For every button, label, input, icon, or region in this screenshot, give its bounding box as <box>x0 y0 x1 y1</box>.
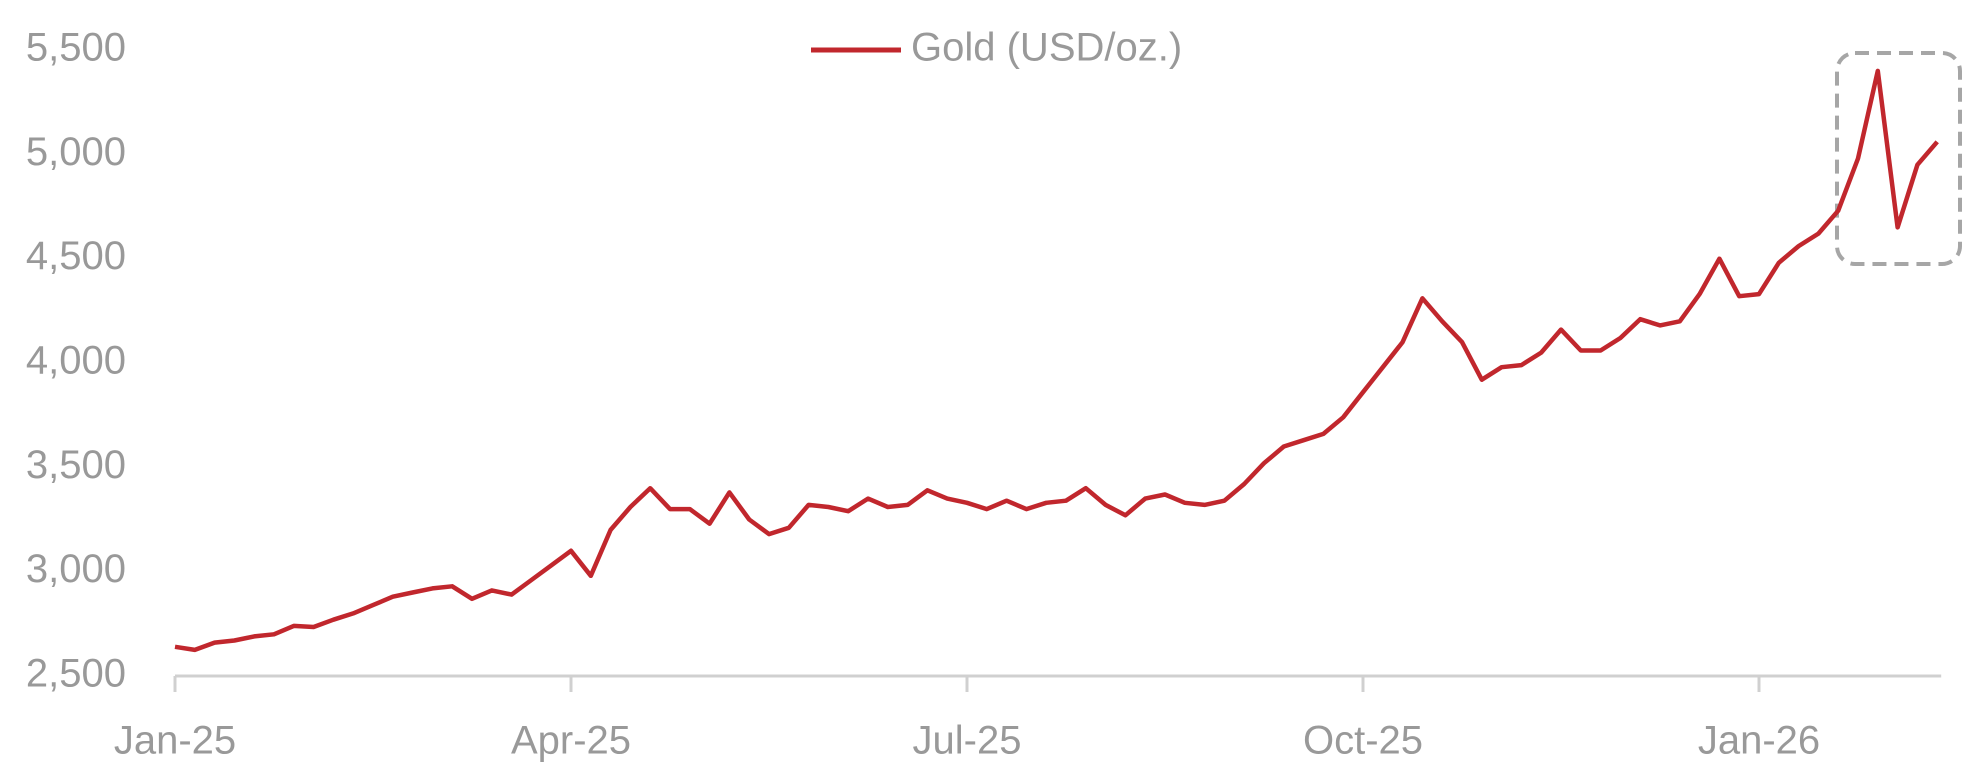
y-tick-label: 5,000 <box>26 130 126 174</box>
y-tick-label: 3,500 <box>26 443 126 487</box>
x-tick-label: Jul-25 <box>913 719 1022 763</box>
data-line <box>174 68 1939 653</box>
x-tick-label: Oct-25 <box>1303 719 1423 763</box>
x-tick-label: Apr-25 <box>511 719 631 763</box>
x-tick-label: Jan-25 <box>114 719 236 763</box>
y-tick-label: 3,000 <box>26 547 126 591</box>
legend-label: Gold (USD/oz.) <box>911 26 1182 70</box>
x-tick-label: Jan-26 <box>1698 719 1820 763</box>
y-tick-label: 4,000 <box>26 339 126 383</box>
y-tick-label: 2,500 <box>26 652 126 696</box>
y-tick-label: 5,500 <box>26 26 126 70</box>
highlight-box <box>1835 51 1962 266</box>
y-tick-label: 4,500 <box>26 234 126 278</box>
